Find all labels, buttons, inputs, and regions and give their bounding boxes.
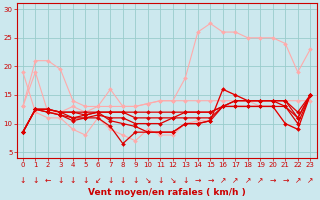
X-axis label: Vent moyen/en rafales ( km/h ): Vent moyen/en rafales ( km/h ) (88, 188, 245, 197)
Text: ↘: ↘ (170, 176, 176, 185)
Text: ↓: ↓ (20, 176, 26, 185)
Text: ↓: ↓ (57, 176, 64, 185)
Text: ↓: ↓ (107, 176, 114, 185)
Text: ↗: ↗ (257, 176, 263, 185)
Text: ↓: ↓ (32, 176, 39, 185)
Text: ↓: ↓ (157, 176, 164, 185)
Text: ↓: ↓ (70, 176, 76, 185)
Text: ↗: ↗ (307, 176, 314, 185)
Text: ↓: ↓ (182, 176, 188, 185)
Text: →: → (282, 176, 288, 185)
Text: ↗: ↗ (295, 176, 301, 185)
Text: →: → (270, 176, 276, 185)
Text: ↓: ↓ (82, 176, 89, 185)
Text: ↓: ↓ (132, 176, 139, 185)
Text: ↗: ↗ (244, 176, 251, 185)
Text: ↙: ↙ (95, 176, 101, 185)
Text: →: → (207, 176, 213, 185)
Text: ↗: ↗ (220, 176, 226, 185)
Text: ↓: ↓ (120, 176, 126, 185)
Text: →: → (195, 176, 201, 185)
Text: ↘: ↘ (145, 176, 151, 185)
Text: ↗: ↗ (232, 176, 238, 185)
Text: ←: ← (45, 176, 51, 185)
